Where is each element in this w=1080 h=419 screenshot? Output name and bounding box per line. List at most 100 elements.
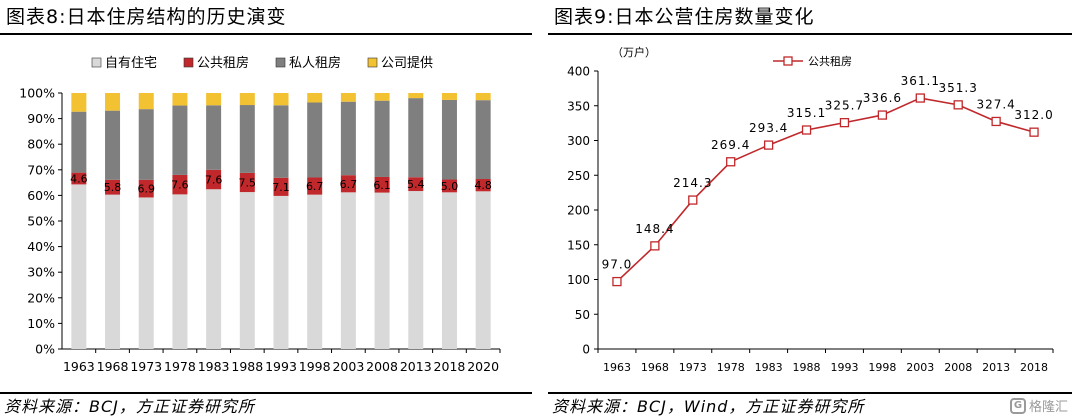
y-tick-label: 100% [19,86,55,101]
legend-swatch-1 [91,57,102,68]
data-label-1998: 336.6 [863,91,902,105]
y-tick-label: 90% [27,111,55,126]
bar-2018-3 [441,99,457,180]
left-chart-title: 图表8:日本住房结构的历史演变 [6,6,287,28]
y-tick-label: 300 [567,134,590,148]
bar-1988-3 [239,105,255,173]
x-tick-label-1973: 1973 [679,361,707,374]
bar-1968-2 [105,179,121,195]
bar-2008-4 [374,93,390,101]
bar-1993-1 [273,195,289,349]
point-1978 [726,157,736,167]
legend-label-1: 自有住宅 [105,56,157,71]
data-label-1993: 325.7 [825,99,864,113]
x-tick-label-1988: 1988 [793,361,821,374]
bar-2020-1 [475,191,491,349]
data-label-1968: 5.8 [104,181,122,194]
bar-1998-2 [307,177,323,195]
y-tick-label: 0% [35,342,55,357]
x-tick-label-1973: 1973 [130,359,162,374]
bar-1993-3 [273,105,289,178]
bar-1963-4 [71,93,87,112]
right-source-rule [548,392,1072,394]
x-tick-label-2013: 2013 [982,361,1010,374]
data-label-1968: 148.4 [635,222,674,236]
x-tick-label-1968: 1968 [97,359,129,374]
x-tick-label-1993: 1993 [265,359,297,374]
y-tick-label: 70% [27,162,55,177]
watermark: G 格隆汇 [1009,396,1068,415]
point-2008 [953,100,963,110]
point-2013 [991,116,1001,127]
y-tick-label: 10% [27,316,55,331]
bar-2020-4 [475,93,491,101]
bar-1963-2 [71,172,87,185]
point-1988 [801,125,812,135]
left-source-note: 资料来源：BCJ，方正证券研究所 [4,397,255,416]
data-label-1978: 269.4 [711,138,750,152]
bar-1968-1 [105,194,121,349]
point-1973 [688,195,698,205]
point-1963 [612,276,622,287]
right-source-note: 资料来源：BCJ，Wind，方正证券研究所 [552,397,865,416]
gelonghui-logo-icon: G [1009,397,1026,414]
line-chart: （万户） 公共租房 0 50 100 150 200 250 300 350 400 1963 1968… [567,45,1054,374]
point-1998 [877,110,888,120]
bar-2013-1 [408,191,424,349]
x-tick-label-1978: 1978 [164,359,196,374]
legend-swatch-2 [183,57,194,68]
y-tick-label: 350 [567,99,590,113]
bar-1963-3 [71,111,87,173]
x-tick-label-1988: 1988 [231,359,263,374]
bar-2020-2 [475,179,491,192]
x-tick-label-2018: 2018 [1020,361,1048,374]
data-label-2008: 6.1 [373,179,391,192]
x-tick-label-2003: 2003 [332,359,364,374]
y-tick-label: 250 [567,169,590,183]
watermark-text: 格隆汇 [1028,400,1068,415]
bar-1963-1 [71,184,87,349]
right-chart-title: 图表9:日本公营住房数量变化 [554,6,815,28]
data-label-1998: 6.7 [306,180,324,193]
y-unit-label: （万户） [612,45,656,59]
legend-label-2: 公共租房 [197,55,249,71]
bar-1978-2 [172,174,188,195]
bar-1998-3 [307,102,323,178]
bar-1973-1 [138,197,154,349]
x-tick-label-1968: 1968 [641,361,669,374]
data-label-2003: 361.1 [901,74,940,88]
bar-2003-3 [340,101,356,176]
x-tick-label-2013: 2013 [400,359,432,374]
data-label-1988: 315.1 [787,106,826,120]
data-label-1978: 7.6 [171,179,189,192]
point-2003 [915,93,925,103]
public-housing-panel: 图表9:日本公营住房数量变化 （万户） 公共租房 0 50 100 150 200 250 30… [548,0,1080,419]
bar-1983-1 [206,189,222,349]
data-label-2013: 327.4 [976,97,1015,111]
bar-2008-3 [374,100,390,177]
bar-2020-3 [475,100,491,180]
x-tick-label-1963: 1963 [63,359,95,374]
y-tick-label: 150 [567,238,590,252]
y-tick-label: 80% [27,137,55,152]
data-label-1993: 7.1 [272,181,290,194]
bar-1993-2 [273,177,289,196]
bar-1988-1 [239,192,255,349]
point-1993 [839,117,850,128]
legend-marker [783,56,793,66]
x-tick-label-2008: 2008 [366,359,398,374]
left-source-rule [0,392,532,394]
y-tick-label: 60% [27,188,55,203]
point-1983 [763,140,774,150]
x-tick-label-2020: 2020 [467,359,499,374]
housing-structure-panel: 图表8:日本住房结构的历史演变 自有住宅 公共租房 私人租房 公司提供 0% 10% 20%… [0,6,532,416]
bar-1983-2 [206,169,222,190]
bar-1978-3 [172,105,188,175]
y-tick-label: 200 [567,204,590,218]
data-label-1973: 214.3 [673,176,712,190]
bar-1973-2 [138,179,154,198]
point-2018 [1029,127,1039,137]
legend-swatch-3 [275,57,286,68]
x-tick-label-1998: 1998 [299,359,331,374]
bar-1983-4 [206,93,222,106]
